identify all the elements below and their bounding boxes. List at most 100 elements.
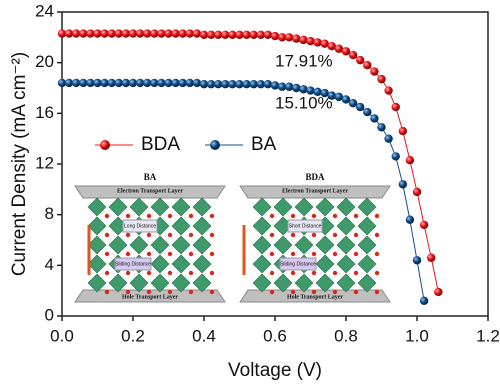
data-point <box>348 99 358 108</box>
cation <box>125 270 131 276</box>
octahedron <box>294 273 314 293</box>
data-point <box>419 220 429 229</box>
data-point <box>93 78 102 88</box>
data-point <box>263 30 273 39</box>
data-point <box>64 29 74 38</box>
x-tick-label: 0.8 <box>334 326 358 345</box>
data-point <box>270 81 280 90</box>
cation <box>188 232 194 238</box>
cation <box>311 289 317 295</box>
data-point <box>320 88 329 98</box>
data-point <box>306 86 315 95</box>
data-point <box>185 29 194 38</box>
cation <box>332 270 338 276</box>
cation <box>311 232 317 238</box>
distance-box <box>287 219 323 233</box>
cation <box>209 213 215 219</box>
data-point <box>221 30 230 39</box>
htl-label: Hole Transport Layer <box>122 294 178 300</box>
data-point <box>57 78 67 88</box>
cation <box>104 289 110 295</box>
cation <box>104 251 110 257</box>
sliding-label: Sliding Distance <box>280 261 316 267</box>
octahedron <box>357 197 377 217</box>
data-point <box>164 78 173 88</box>
htl-layer <box>74 289 226 303</box>
data-point <box>86 78 95 88</box>
octahedron <box>294 197 314 217</box>
octahedron <box>336 235 356 255</box>
data-point <box>79 29 88 38</box>
data-point <box>299 85 308 94</box>
cation <box>104 213 110 219</box>
cation <box>209 251 215 257</box>
data-point <box>292 34 301 43</box>
data-point <box>164 29 173 38</box>
x-tick-label: 0.2 <box>121 326 145 345</box>
data-point <box>107 29 116 38</box>
octahedron <box>129 197 149 217</box>
octahedron <box>336 254 356 274</box>
octahedron <box>315 273 335 293</box>
data-point <box>64 78 74 88</box>
data-point <box>185 78 194 88</box>
cation <box>188 289 194 295</box>
data-point <box>157 78 166 88</box>
distance-label: Long Distance <box>124 223 156 229</box>
data-point <box>363 107 372 117</box>
octahedron <box>87 273 107 293</box>
sliding-box <box>114 257 152 271</box>
data-point <box>412 256 422 265</box>
efficiency-label: 15.10% <box>275 93 333 112</box>
data-point <box>313 87 322 97</box>
octahedron <box>357 254 377 274</box>
cation <box>188 213 194 219</box>
octahedron <box>252 254 272 274</box>
data-point <box>107 78 116 88</box>
cation <box>332 251 338 257</box>
cation <box>290 289 296 295</box>
cation <box>269 289 275 295</box>
octahedron <box>252 197 272 217</box>
octahedron <box>336 216 356 236</box>
octahedron <box>129 235 149 255</box>
data-point <box>263 80 273 89</box>
octahedron <box>357 273 377 293</box>
data-point <box>114 29 124 38</box>
y-tick-label: 12 <box>35 153 54 172</box>
octahedron <box>171 273 191 293</box>
data-point <box>334 44 344 53</box>
data-point <box>143 78 152 88</box>
etl-layer <box>74 185 226 199</box>
octahedron <box>87 254 107 274</box>
data-point <box>277 33 287 42</box>
data-point <box>150 29 159 38</box>
data-point <box>93 29 102 38</box>
data-point <box>171 78 180 88</box>
octahedron <box>108 273 128 293</box>
x-tick-label: 0.6 <box>263 326 287 345</box>
data-point <box>121 78 131 88</box>
cation <box>146 213 152 219</box>
data-point <box>86 29 95 38</box>
data-point <box>313 38 322 47</box>
data-point <box>199 30 209 39</box>
data-point <box>391 102 400 112</box>
data-point <box>412 187 422 197</box>
data-point <box>419 296 429 305</box>
data-point <box>292 83 301 93</box>
cation <box>125 213 131 219</box>
octahedron <box>150 273 170 293</box>
inset-title: BDA <box>305 172 325 182</box>
data-point <box>228 80 237 89</box>
octahedron <box>108 197 128 217</box>
data-point <box>256 30 265 39</box>
cation <box>311 213 317 219</box>
cation <box>167 251 173 257</box>
octahedron <box>252 235 272 255</box>
data-point <box>114 78 124 88</box>
cation <box>188 251 194 257</box>
cation <box>209 289 215 295</box>
cation <box>104 270 110 276</box>
data-point <box>135 29 145 38</box>
